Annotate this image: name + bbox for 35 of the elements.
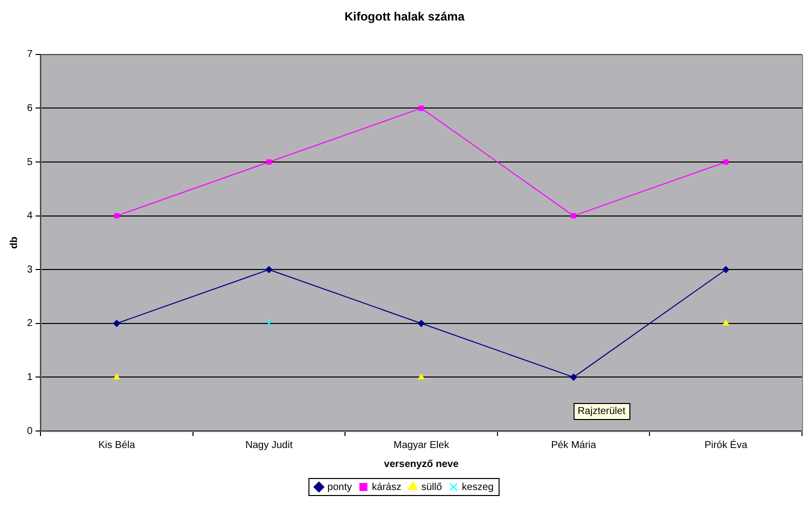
y-tick-label: 4	[27, 210, 33, 222]
chart-title: Kifogott halak száma	[344, 10, 465, 24]
legend-label: süllő	[421, 482, 442, 493]
point	[418, 106, 424, 111]
x-tick-label: Pirók Éva	[704, 438, 748, 451]
y-tick-label: 6	[27, 102, 33, 114]
y-tick-label: 5	[27, 156, 33, 168]
x-tick-label: Kis Béla	[98, 440, 136, 451]
point	[266, 320, 272, 326]
y-axis-title: db	[8, 236, 20, 249]
point	[114, 374, 120, 380]
y-tick-label: 1	[27, 372, 33, 383]
annotation: Rajzterület	[578, 406, 626, 417]
x-tick-label: Magyar Elek	[393, 440, 450, 451]
legend-label: ponty	[327, 482, 352, 493]
x-tick-label: Nagy Judit	[245, 440, 293, 451]
y-tick-label: 3	[27, 264, 33, 276]
point	[114, 213, 120, 218]
point	[418, 320, 425, 327]
y-tick-label: 2	[27, 318, 33, 330]
point	[570, 374, 578, 381]
y-tick-label: 7	[27, 49, 33, 60]
x-tick-label: Pék Mária	[551, 440, 597, 451]
point	[722, 320, 729, 326]
point	[723, 159, 728, 165]
point	[265, 266, 272, 274]
y-tick-label: 0	[27, 426, 33, 437]
point	[113, 320, 120, 327]
point	[570, 213, 576, 218]
x-axis-title: versenyző neve	[384, 458, 459, 470]
point	[266, 159, 272, 165]
point	[722, 266, 730, 274]
legend-label: kárász	[372, 482, 402, 493]
legend-label: keszeg	[462, 482, 494, 493]
point	[418, 374, 424, 380]
